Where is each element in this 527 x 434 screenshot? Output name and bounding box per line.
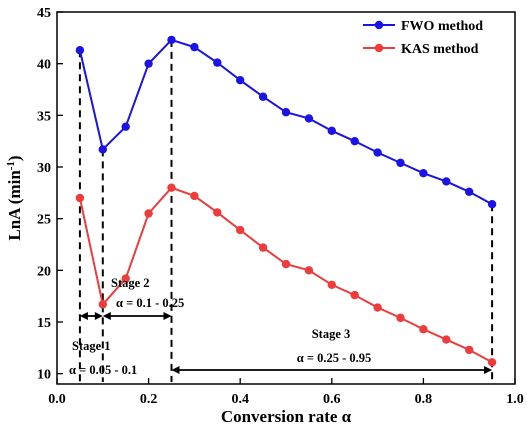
data-point-fwo — [121, 122, 130, 131]
data-point-kas — [121, 274, 130, 283]
data-point-kas — [167, 183, 176, 192]
y-tick-label: 20 — [37, 264, 51, 279]
y-tick-label: 40 — [37, 58, 51, 73]
x-axis-title: Conversion rate α — [221, 407, 352, 426]
legend-item-kas: KAS method — [363, 42, 479, 57]
data-point-fwo — [465, 187, 474, 196]
data-point-fwo — [350, 136, 359, 146]
y-axis-title-end: ) — [5, 155, 24, 161]
stage2-arrow — [102, 312, 172, 320]
y-axis-title-superscript: -1 — [5, 161, 17, 170]
data-point-kas — [98, 300, 108, 309]
data-point-fwo — [258, 92, 268, 101]
data-point-kas — [396, 313, 405, 323]
x-tick-label: 0.0 — [48, 392, 66, 407]
data-point-fwo — [327, 126, 336, 136]
data-point-fwo — [144, 59, 153, 68]
data-point-fwo — [213, 58, 222, 67]
arrow-head-left — [171, 366, 180, 374]
y-tick-label: 10 — [37, 368, 51, 383]
data-point-fwo — [281, 108, 291, 117]
data-point-kas — [258, 243, 268, 252]
arrow-head-left — [79, 312, 88, 320]
data-point-fwo — [75, 46, 85, 55]
legend-swatch-marker — [374, 20, 384, 30]
data-point-kas — [281, 259, 291, 269]
series-line-kas — [78, 186, 493, 364]
data-point-kas — [327, 280, 336, 289]
arrow-head-right — [484, 366, 493, 374]
data-point-fwo — [236, 76, 245, 85]
arrow-head-right — [163, 312, 172, 320]
data-point-kas — [75, 193, 85, 203]
data-point-fwo — [487, 200, 497, 209]
data-point-kas — [373, 303, 382, 312]
legend-item-fwo: FWO method — [363, 19, 483, 34]
arrow-head-right — [94, 312, 103, 320]
data-point-kas — [304, 266, 314, 275]
data-point-fwo — [304, 114, 314, 123]
data-point-fwo — [419, 169, 428, 178]
stage1-arrow — [79, 312, 103, 320]
x-tick-label: 0.2 — [140, 392, 158, 407]
y-tick-label: 25 — [37, 213, 51, 228]
data-point-fwo — [442, 177, 451, 186]
legend-label: KAS method — [401, 42, 479, 57]
series-line-fwo — [78, 38, 493, 206]
arrow-head-left — [102, 312, 111, 320]
stage3-label: Stage 3 — [312, 327, 351, 341]
data-point-fwo — [190, 42, 199, 52]
y-tick-label: 30 — [37, 161, 51, 176]
x-tick-label: 0.8 — [415, 392, 433, 407]
stage2-range-label: α = 0.1 - 0.25 — [116, 296, 184, 310]
x-tick-label: 0.4 — [231, 392, 249, 407]
data-point-fwo — [373, 148, 382, 157]
legend-label: FWO method — [401, 19, 483, 34]
data-point-kas — [419, 325, 428, 334]
data-point-kas — [144, 209, 153, 218]
data-point-fwo — [98, 145, 108, 154]
data-point-kas — [487, 358, 497, 367]
data-point-kas — [213, 208, 222, 217]
legend-swatch-marker — [374, 43, 384, 53]
stage2-label: Stage 2 — [111, 276, 150, 290]
data-point-kas — [442, 335, 451, 344]
y-axis-title-main: LnA (min — [5, 170, 24, 241]
x-tick-label: 0.6 — [323, 392, 341, 407]
plot-frame — [56, 11, 516, 385]
data-point-kas — [236, 225, 245, 235]
y-tick-label: 15 — [37, 316, 51, 331]
y-tick-label: 35 — [37, 109, 51, 124]
y-tick-label: 45 — [37, 6, 51, 21]
stage3-arrow — [171, 366, 493, 374]
data-point-kas — [350, 290, 359, 300]
stage3-range-label: α = 0.25 - 0.95 — [297, 351, 372, 365]
data-point-kas — [465, 345, 474, 355]
stage1-label: Stage 1 — [72, 339, 111, 353]
x-tick-label: 1.0 — [506, 392, 524, 407]
data-point-fwo — [396, 158, 405, 168]
data-point-fwo — [167, 35, 176, 45]
data-point-kas — [190, 191, 199, 201]
y-axis-title: LnA (min-1) — [5, 155, 24, 240]
stage1-range-label: α = 0.05 - 0.1 — [69, 363, 137, 377]
